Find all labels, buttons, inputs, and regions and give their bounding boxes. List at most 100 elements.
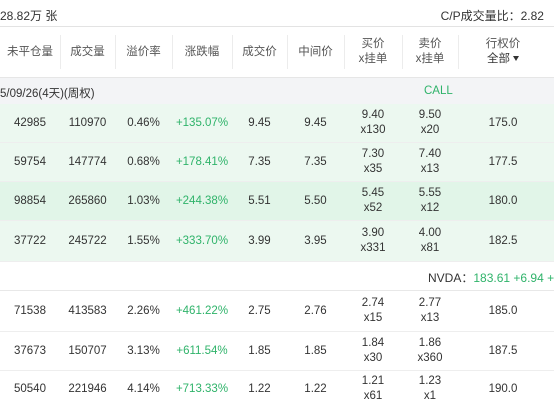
underlying-quote: NVDA：183.61 +6.94 +3	[428, 269, 554, 286]
bid-price: 5.45	[361, 187, 385, 199]
col-divider	[232, 35, 233, 69]
mid-cell: 1.22	[304, 383, 327, 395]
ask-price: 4.00	[418, 227, 442, 239]
table-row[interactable]: 37673 150707 3.13% +611.54% 1.85 1.85 1.…	[0, 332, 554, 371]
bid-size: x52	[363, 202, 383, 214]
ask-price: 9.50	[418, 109, 442, 121]
ask-cell: 1.86 x360	[402, 332, 458, 370]
col-divider	[287, 35, 288, 69]
col-divider	[344, 35, 345, 69]
mid-cell: 2.76	[304, 305, 327, 317]
table-row[interactable]: 59754 147774 0.68% +178.41% 7.35 7.35 7.…	[0, 143, 554, 182]
premium-cell: 2.26%	[127, 305, 160, 317]
oi-cell: 50540	[14, 383, 46, 395]
table-row[interactable]: 50540 221946 4.14% +713.33% 1.22 1.22 1.…	[0, 371, 554, 407]
last-cell: 3.99	[248, 235, 271, 247]
change-cell: +178.41%	[175, 156, 229, 168]
bid-size: x30	[363, 352, 383, 364]
strike-filter-dropdown[interactable]: 全部	[487, 52, 519, 67]
table-row[interactable]: 37722 245722 1.55% +333.70% 3.99 3.95 3.…	[0, 221, 554, 262]
underlying-ticker: NVDA：	[428, 271, 474, 285]
col-bid-line2: x挂单	[358, 53, 388, 65]
cp-ratio-text: C/P成交量比：2.82	[440, 9, 544, 23]
table-row-highlighted[interactable]: 98854 265860 1.03% +244.38% 5.51 5.50 5.…	[0, 182, 554, 221]
summary-bar: 28.82万 张 C/P成交量比：2.82	[0, 0, 554, 26]
bid-cell: 2.74 x15	[344, 291, 402, 331]
bid-size: x35	[363, 163, 383, 175]
ask-size: x12	[420, 202, 440, 214]
change-cell: +461.22%	[175, 305, 229, 317]
bid-price: 2.74	[361, 297, 385, 309]
col-divider	[402, 35, 403, 69]
ask-price: 5.55	[418, 187, 442, 199]
total-volume-text: 28.82万 张	[0, 9, 58, 23]
last-cell: 7.35	[248, 156, 271, 168]
ask-price: 1.23	[418, 375, 442, 387]
change-cell: +135.07%	[175, 117, 229, 129]
oi-cell: 59754	[14, 156, 46, 168]
ask-size: x13	[420, 312, 440, 324]
bid-cell: 3.90 x331	[344, 221, 402, 261]
underlying-price-bar: NVDA：183.61 +6.94 +3	[0, 262, 554, 291]
strike-cell: 180.0	[488, 195, 518, 207]
volume-cell: 150707	[68, 345, 107, 357]
last-cell: 1.85	[248, 345, 271, 357]
col-divider	[115, 35, 116, 69]
bid-size: x331	[360, 242, 386, 254]
mid-cell: 5.50	[304, 195, 327, 207]
strike-cell: 190.0	[488, 383, 518, 395]
col-open-interest[interactable]: 未平仓量	[7, 45, 53, 58]
mid-cell: 1.85	[304, 345, 327, 357]
col-last[interactable]: 成交价	[242, 45, 277, 58]
volume-cell: 245722	[68, 235, 107, 247]
change-cell: +244.38%	[175, 195, 229, 207]
volume-cell: 413583	[68, 305, 107, 317]
last-cell: 5.51	[248, 195, 271, 207]
col-premium[interactable]: 溢价率	[126, 45, 161, 58]
ask-cell: 4.00 x81	[402, 221, 458, 261]
underlying-price: 183.61	[473, 271, 511, 285]
call-label: CALL	[424, 85, 453, 97]
mid-cell: 9.45	[304, 117, 327, 129]
change-cell: +333.70%	[175, 235, 229, 247]
col-divider	[172, 35, 173, 69]
ask-price: 1.86	[418, 337, 442, 349]
option-chain-header: 未平仓量 成交量 溢价率 涨跌幅 成交价 中间价 买价 x挂单 卖价 x挂单 行…	[0, 27, 554, 78]
bid-cell: 7.30 x35	[344, 143, 402, 181]
mid-cell: 3.95	[304, 235, 327, 247]
bid-cell: 1.21 x61	[344, 371, 402, 407]
table-row[interactable]: 71538 413583 2.26% +461.22% 2.75 2.76 2.…	[0, 291, 554, 332]
bid-price: 3.90	[361, 227, 385, 239]
ask-size: x13	[420, 163, 440, 175]
underlying-change: +6.94	[513, 271, 544, 285]
bid-price: 7.30	[361, 148, 385, 160]
col-change[interactable]: 涨跌幅	[184, 45, 220, 58]
strike-cell: 185.0	[488, 305, 518, 317]
bid-cell: 1.84 x30	[344, 332, 402, 370]
col-strike[interactable]: 行权价 全部	[458, 27, 548, 77]
strike-cell: 177.5	[488, 156, 518, 168]
strike-filter-label: 全部	[487, 53, 510, 65]
last-cell: 1.22	[248, 383, 271, 395]
col-mid[interactable]: 中间价	[298, 45, 333, 58]
premium-cell: 4.14%	[127, 383, 160, 395]
col-strike-line1: 行权价	[485, 38, 521, 50]
expiry-bar[interactable]: 5/09/26(4天)(周权) CALL	[0, 78, 554, 104]
ask-cell: 5.55 x12	[402, 182, 458, 220]
col-volume[interactable]: 成交量	[70, 45, 105, 58]
premium-cell: 0.68%	[127, 156, 160, 168]
ask-size: x81	[420, 242, 440, 254]
ask-cell: 2.77 x13	[402, 291, 458, 331]
change-cell: +611.54%	[176, 345, 228, 357]
last-cell: 9.45	[248, 117, 271, 129]
table-row[interactable]: 42985 110970 0.46% +135.07% 9.45 9.45 9.…	[0, 104, 554, 143]
bid-size: x130	[360, 124, 386, 136]
ask-cell: 1.23 x1	[402, 371, 458, 407]
ask-cell: 9.50 x20	[402, 104, 458, 142]
bid-price: 1.21	[361, 375, 385, 387]
col-bid-line1: 买价	[361, 38, 385, 50]
col-divider	[458, 35, 459, 69]
col-bid[interactable]: 买价 x挂单	[344, 27, 402, 77]
bid-cell: 9.40 x130	[344, 104, 402, 142]
col-ask[interactable]: 卖价 x挂单	[402, 27, 458, 77]
